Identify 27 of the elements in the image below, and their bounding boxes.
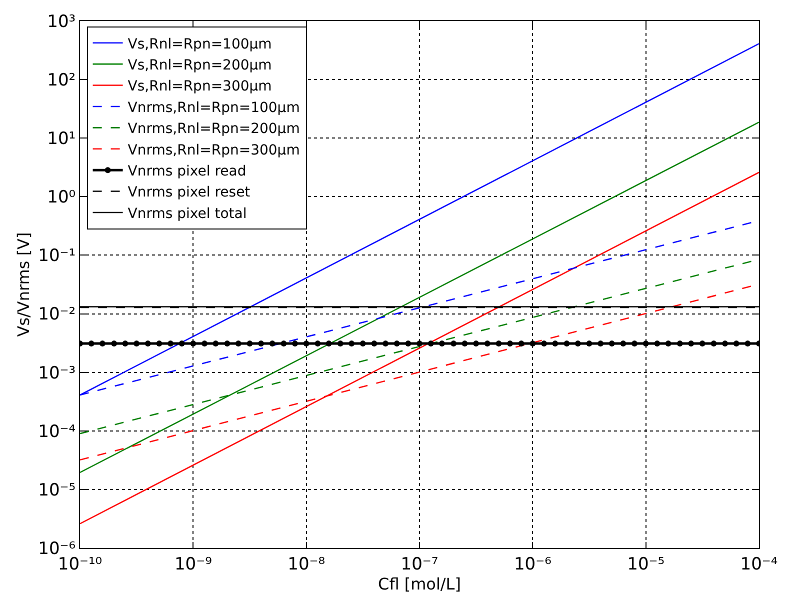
y-tick-label: 10⁻¹ [38, 246, 76, 266]
legend-label: Vnrms pixel read [128, 164, 246, 180]
x-tick-label: 10⁻⁸ [288, 554, 326, 574]
x-tick-label: 10⁻⁵ [627, 554, 665, 574]
legend-label: Vnrms pixel total [128, 206, 247, 222]
y-axis-title: Vs/Vnrms [V] [14, 232, 34, 337]
y-tick-label: 10³ [47, 12, 76, 32]
y-tick-label: 10⁰ [47, 188, 76, 208]
x-tick-label: 10⁻¹⁰ [58, 554, 102, 574]
x-tick-label: 10⁻⁹ [174, 554, 212, 574]
y-tick-label: 10⁻⁵ [38, 480, 76, 500]
legend-label: Vs,Rnl=Rpn=200μm [128, 58, 272, 74]
y-tick-label: 10² [47, 70, 76, 91]
legend-label: Vnrms,Rnl=Rpn=100μm [128, 100, 300, 116]
legend-label: Vs,Rnl=Rpn=300μm [128, 78, 272, 95]
legend-label: Vnrms pixel reset [128, 184, 251, 201]
y-tick-label: 10¹ [47, 129, 76, 150]
y-tick-label: 10⁻³ [38, 363, 76, 384]
legend-label: Vnrms,Rnl=Rpn=300μm [128, 142, 300, 158]
legend-label: Vs,Rnl=Rpn=100μm [128, 36, 272, 52]
y-tick-label: 10⁻⁴ [38, 422, 76, 442]
y-tick-label: 10⁻² [38, 304, 76, 325]
x-tick-label: 10⁻⁷ [400, 554, 438, 574]
x-tick-label: 10⁻⁴ [740, 554, 778, 574]
legend-label: Vnrms,Rnl=Rpn=200μm [128, 121, 300, 138]
x-tick-label: 10⁻⁶ [514, 554, 552, 574]
x-axis-title: Cfl [mol/L] [378, 574, 461, 594]
